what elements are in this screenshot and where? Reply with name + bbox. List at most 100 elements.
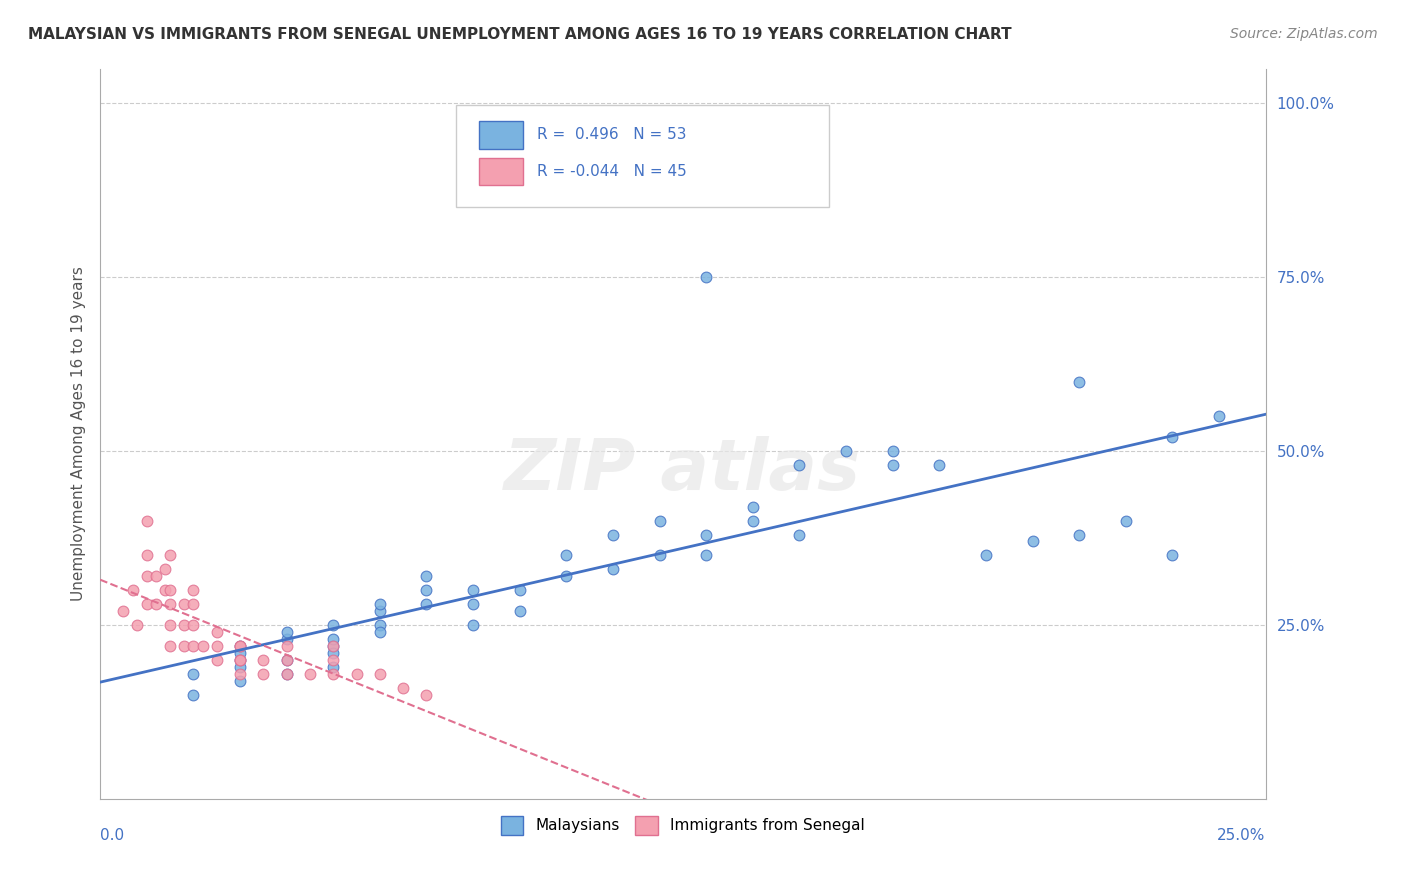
Point: [135, 514, 157, 528]
Point: [648, 514, 671, 528]
Point: [229, 639, 252, 653]
Point: [509, 604, 531, 618]
Point: [205, 624, 228, 639]
Point: [121, 583, 143, 598]
Point: [135, 597, 157, 611]
Point: [1161, 549, 1184, 563]
Point: [229, 653, 252, 667]
Point: [1069, 527, 1091, 541]
Point: [173, 639, 195, 653]
Point: [159, 639, 181, 653]
Point: [602, 527, 624, 541]
Point: [205, 653, 228, 667]
Point: [322, 646, 344, 660]
Point: [882, 444, 904, 458]
Point: [555, 549, 578, 563]
Point: [835, 444, 858, 458]
Point: [135, 569, 157, 583]
Point: [173, 597, 195, 611]
Point: [276, 632, 298, 646]
Point: [322, 639, 344, 653]
Point: [648, 549, 671, 563]
Point: [159, 597, 181, 611]
Legend: Malaysians, Immigrants from Senegal: Malaysians, Immigrants from Senegal: [494, 808, 873, 842]
Point: [415, 597, 437, 611]
Point: [276, 666, 298, 681]
Point: [112, 604, 135, 618]
Point: [276, 666, 298, 681]
Point: [741, 514, 763, 528]
Point: [229, 653, 252, 667]
FancyBboxPatch shape: [456, 105, 828, 207]
Point: [159, 583, 181, 598]
Point: [298, 666, 321, 681]
Point: [173, 618, 195, 632]
Point: [183, 666, 205, 681]
Point: [368, 624, 391, 639]
Point: [1115, 514, 1137, 528]
Point: [276, 653, 298, 667]
Point: [229, 639, 252, 653]
Point: [1208, 409, 1230, 424]
Point: [229, 646, 252, 660]
Point: [183, 583, 205, 598]
Point: [928, 458, 950, 472]
Text: R = -0.044   N = 45: R = -0.044 N = 45: [537, 164, 688, 179]
Point: [183, 618, 205, 632]
Point: [1161, 430, 1184, 444]
Point: [368, 597, 391, 611]
Point: [276, 624, 298, 639]
Point: [183, 688, 205, 702]
Point: [183, 597, 205, 611]
FancyBboxPatch shape: [479, 121, 523, 149]
Point: [368, 604, 391, 618]
Point: [252, 666, 274, 681]
Point: [322, 659, 344, 673]
Point: [229, 639, 252, 653]
Point: [602, 562, 624, 576]
Point: [461, 597, 484, 611]
Point: [127, 618, 149, 632]
Point: [155, 583, 177, 598]
Point: [276, 653, 298, 667]
Point: [415, 688, 437, 702]
Point: [461, 583, 484, 598]
Point: [415, 583, 437, 598]
Point: [789, 458, 811, 472]
FancyBboxPatch shape: [479, 158, 523, 186]
Point: [191, 639, 214, 653]
Point: [368, 666, 391, 681]
Point: [145, 597, 167, 611]
Point: [1021, 534, 1043, 549]
Y-axis label: Unemployment Among Ages 16 to 19 years: Unemployment Among Ages 16 to 19 years: [72, 266, 86, 601]
Point: [1069, 375, 1091, 389]
Point: [145, 569, 167, 583]
Point: [509, 583, 531, 598]
Point: [555, 569, 578, 583]
Point: [159, 549, 181, 563]
Point: [229, 659, 252, 673]
Point: [461, 618, 484, 632]
Text: R =  0.496   N = 53: R = 0.496 N = 53: [537, 128, 686, 143]
Point: [974, 549, 997, 563]
Point: [322, 666, 344, 681]
Text: 0.0: 0.0: [100, 828, 124, 843]
Point: [415, 569, 437, 583]
Point: [229, 673, 252, 688]
Text: MALAYSIAN VS IMMIGRANTS FROM SENEGAL UNEMPLOYMENT AMONG AGES 16 TO 19 YEARS CORR: MALAYSIAN VS IMMIGRANTS FROM SENEGAL UNE…: [28, 27, 1012, 42]
Point: [695, 270, 717, 285]
Text: Source: ZipAtlas.com: Source: ZipAtlas.com: [1230, 27, 1378, 41]
Point: [183, 639, 205, 653]
Point: [695, 527, 717, 541]
Point: [392, 681, 415, 695]
Point: [322, 632, 344, 646]
Point: [346, 666, 368, 681]
Point: [741, 500, 763, 514]
Point: [882, 458, 904, 472]
Text: ZIP atlas: ZIP atlas: [505, 435, 862, 505]
Point: [205, 639, 228, 653]
Point: [322, 639, 344, 653]
Point: [695, 549, 717, 563]
Point: [155, 562, 177, 576]
Text: 25.0%: 25.0%: [1218, 828, 1265, 843]
